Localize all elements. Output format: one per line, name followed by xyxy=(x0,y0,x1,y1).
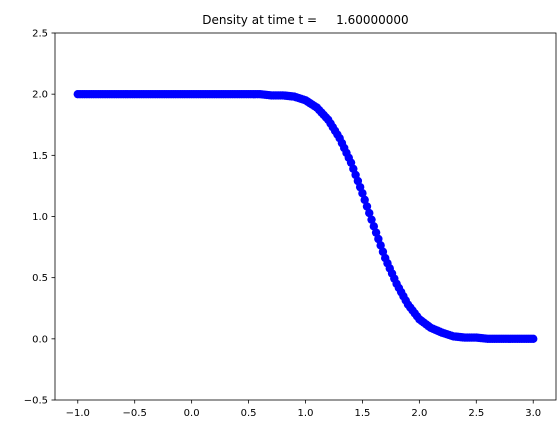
data-point xyxy=(367,215,376,224)
data-point xyxy=(360,195,369,205)
data-point xyxy=(374,234,383,244)
x-tick-label: 0.0 xyxy=(184,408,200,419)
y-tick-label: 0.5 xyxy=(32,273,48,284)
x-tick-label: −0.5 xyxy=(123,408,147,419)
data-point xyxy=(378,247,388,256)
x-tick-label: 3.0 xyxy=(525,408,541,419)
x-tick-label: 1.0 xyxy=(298,408,314,419)
y-tick-label: −0.5 xyxy=(24,396,48,407)
y-tick-label: 0.0 xyxy=(32,334,48,345)
data-points xyxy=(73,89,538,344)
y-tick-label: 2.0 xyxy=(32,90,48,101)
y-tick-label: 1.5 xyxy=(32,151,48,162)
data-point xyxy=(371,228,381,237)
chart-title: Density at time t = 1.60000000 xyxy=(202,13,408,27)
x-tick-label: 2.5 xyxy=(468,408,484,419)
plot-frame xyxy=(54,32,557,401)
x-tick-label: −1.0 xyxy=(66,408,90,419)
x-tick-label: 2.0 xyxy=(411,408,427,419)
data-point xyxy=(362,202,372,211)
data-point xyxy=(376,241,385,250)
data-point xyxy=(365,208,374,218)
x-tick-label: 0.5 xyxy=(241,408,257,419)
x-tick-label: 1.5 xyxy=(354,408,370,419)
data-point xyxy=(529,334,538,344)
y-tick-label: 2.5 xyxy=(32,29,48,40)
data-point xyxy=(369,222,379,231)
data-point xyxy=(358,189,367,198)
x-axis-ticks: −1.0 −0.5 0.0 0.5 1.0 1.5 2.0 2.5 3.0 xyxy=(66,400,541,419)
y-axis-ticks: −0.5 0.0 0.5 1.0 1.5 2.0 2.5 xyxy=(24,29,55,407)
y-tick-label: 1.0 xyxy=(32,212,48,223)
